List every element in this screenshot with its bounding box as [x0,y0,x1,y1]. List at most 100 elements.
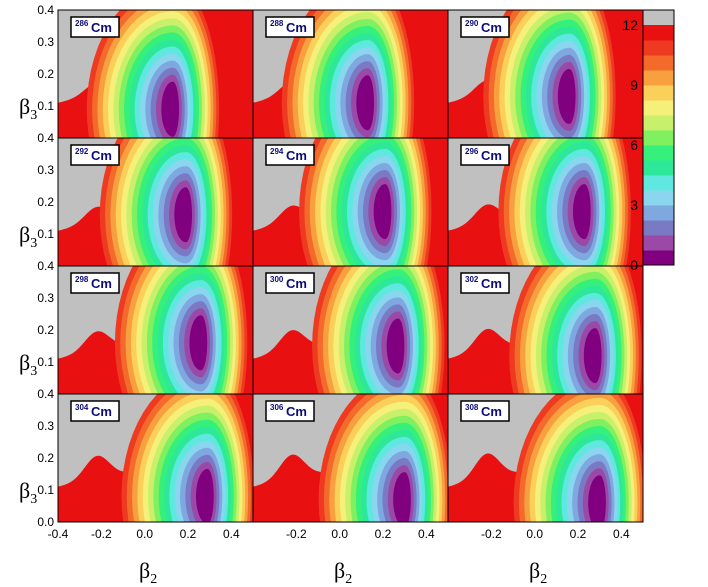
colorbar-swatch [643,70,674,86]
y-tick-label: 0.2 [37,67,54,81]
y-tick-label: 0.3 [37,419,54,433]
y-axis-label-row-4: β3 [19,478,37,507]
colorbar-tick-label: 3 [630,197,638,213]
pes-panel-294-cm: 294 Cm [252,137,449,267]
nucleus-mass-number: 300 [270,275,284,284]
y-tick-label: 0.3 [37,35,54,49]
nucleus-element: Cm [91,276,112,291]
energy-contour-band [174,187,193,243]
energy-contour-band [386,318,405,374]
nucleus-element: Cm [481,148,502,163]
nucleus-element: Cm [286,404,307,419]
y-tick-label: 0.2 [37,451,54,465]
y-axis-label-row-3: β3 [19,350,37,379]
pes-panel-306-cm: 306 Cm [252,393,449,523]
y-tick-label: 0.3 [37,291,54,305]
x-tick-label: 0.0 [526,527,543,541]
x-tick-label: 0.2 [180,527,197,541]
colorbar-swatch [643,55,674,71]
energy-contour-band [161,81,180,137]
y-tick-label: 0.4 [37,131,54,145]
y-tick-label: 0.4 [37,387,54,401]
nucleus-mass-number: 308 [465,403,479,412]
y-axis-label-row-2: β3 [19,222,37,251]
energy-contour-band [195,468,214,522]
colorbar-swatch [643,160,674,176]
x-axis-label-col-1: β2 [139,558,157,587]
nucleus-mass-number: 286 [75,19,89,28]
nucleus-label: 296 Cm [460,144,510,166]
y-tick-label: 0.2 [37,195,54,209]
pes-panel-288-cm: 288 Cm [252,9,449,139]
colorbar-swatch [643,40,674,56]
colorbar-swatch [643,85,674,101]
x-tick-label: 0.2 [375,527,392,541]
colorbar-swatch [643,250,674,266]
panel-frame [447,393,644,523]
nucleus-element: Cm [286,20,307,35]
pes-panel-302-cm: 302 Cm [447,265,644,395]
nucleus-mass-number: 304 [75,403,89,412]
y-tick-label: 0.4 [37,259,54,273]
pes-panel-308-cm: 308 Cm [447,393,644,523]
colorbar-swatch [643,100,674,116]
nucleus-mass-number: 290 [465,19,479,28]
energy-contour-band [588,475,606,522]
nucleus-element: Cm [286,276,307,291]
energy-contour-band [393,472,411,522]
x-tick-label: 0.4 [223,527,240,541]
nucleus-label: 306 Cm [265,400,315,422]
colorbar-swatch [643,115,674,131]
pes-panel-300-cm: 300 Cm [252,265,449,395]
colorbar-swatch [643,220,674,236]
nucleus-mass-number: 294 [270,147,284,156]
colorbar-swatch [643,145,674,161]
y-tick-label: 0.2 [37,323,54,337]
x-tick-label: -0.2 [91,527,112,541]
colorbar-tick-label: 6 [630,137,638,153]
y-tick-label: 0.1 [37,99,54,113]
nucleus-label: 300 Cm [265,272,315,294]
energy-contour-band [373,184,392,240]
nucleus-element: Cm [286,148,307,163]
energy-contour-band [557,68,576,124]
pes-panel-304-cm: 304 Cm [57,393,254,523]
colorbar-swatch [643,25,674,41]
nucleus-label: 286 Cm [70,16,120,38]
colorbar-tick-label: 9 [630,77,638,93]
nucleus-element: Cm [481,20,502,35]
nucleus-mass-number: 292 [75,147,89,156]
x-tick-label: -0.2 [286,527,307,541]
nucleus-element: Cm [91,148,112,163]
pes-panel-296-cm: 296 Cm [447,137,644,267]
colorbar-tick-label: 0 [630,257,638,273]
energy-contour-band [583,328,602,384]
pes-panel-292-cm: 292 Cm [57,137,254,267]
pes-panel-298-cm: 298 Cm [57,265,254,395]
x-tick-label: -0.2 [481,527,502,541]
y-tick-label: 0.1 [37,483,54,497]
colorbar-swatch [643,190,674,206]
colorbar-swatch [643,175,674,191]
nucleus-mass-number: 306 [270,403,284,412]
y-tick-label: 0.1 [37,355,54,369]
x-axis-label-col-3: β2 [529,558,547,587]
nucleus-label: 298 Cm [70,272,120,294]
nucleus-mass-number: 298 [75,275,89,284]
nucleus-label: 302 Cm [460,272,510,294]
y-tick-label: 0.3 [37,163,54,177]
energy-contour-band [572,184,591,240]
x-tick-label: 0.2 [570,527,587,541]
colorbar-tick-label: 12 [622,17,638,33]
energy-contour-band [356,75,375,131]
y-tick-label: 0.4 [37,3,54,17]
nucleus-mass-number: 288 [270,19,284,28]
colorbar-swatch [643,130,674,146]
axis-ticks: 0.4 0.3 0.2 0.1 0.4 0.3 0.2 0.1 0.4 0.3 0.2 0.1 0.4 0… [37,3,630,541]
nucleus-label: 288 Cm [265,16,315,38]
x-tick-label: 0.4 [613,527,630,541]
colorbar-swatch [643,205,674,221]
y-tick-label: 0.1 [37,227,54,241]
